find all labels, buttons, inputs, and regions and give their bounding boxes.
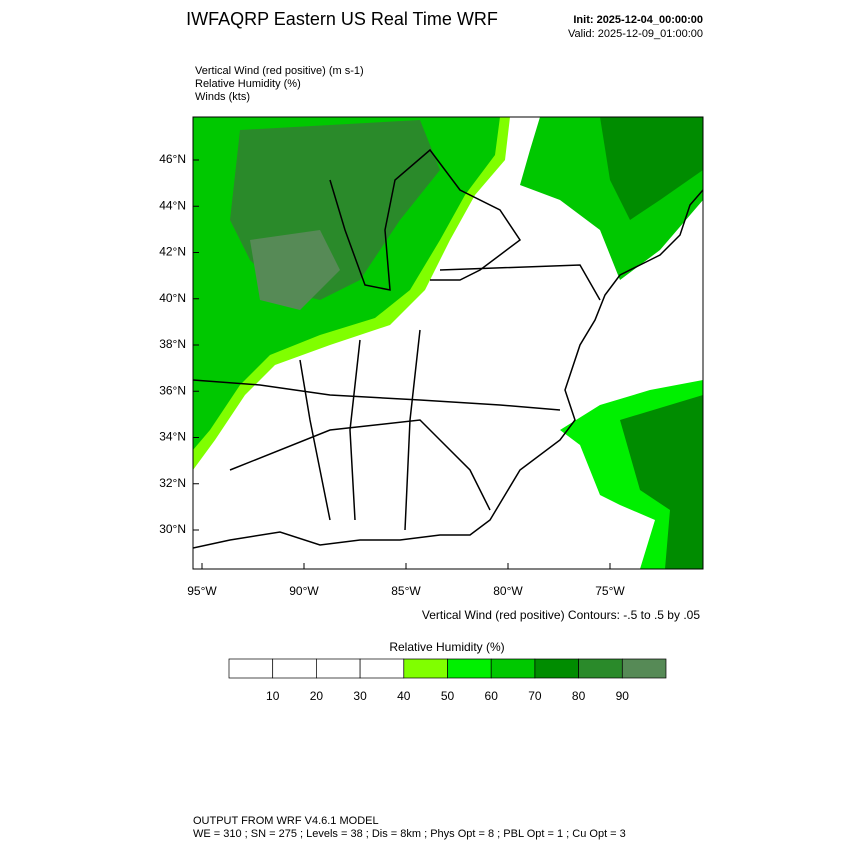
colorbar-box xyxy=(272,658,317,679)
colorbar-label: 40 xyxy=(397,689,411,703)
colorbar-box xyxy=(447,658,492,679)
colorbar-label: 50 xyxy=(441,689,455,703)
colorbar-box xyxy=(534,658,579,679)
contour-note: Vertical Wind (red positive) Contours: -… xyxy=(422,608,700,622)
footer-line: OUTPUT FROM WRF V4.6.1 MODEL xyxy=(193,815,379,827)
footer-line: WE = 310 ; SN = 275 ; Levels = 38 ; Dis … xyxy=(193,828,626,840)
valid-time: Valid: 2025-12-09_01:00:00 xyxy=(568,28,703,40)
lat-label: 32°N xyxy=(159,476,186,490)
colorbar-box xyxy=(403,658,448,679)
colorbar-box xyxy=(490,658,536,679)
map-frame xyxy=(192,116,704,570)
init-time: Init: 2025-12-04_00:00:00 xyxy=(573,14,703,26)
rh-region xyxy=(620,395,703,569)
lat-label: 42°N xyxy=(159,245,186,259)
rh-region xyxy=(600,117,703,220)
colorbar-box xyxy=(228,658,274,679)
rh-region xyxy=(250,230,340,310)
colorbar-label: 80 xyxy=(572,689,586,703)
lon-label: 95°W xyxy=(187,584,217,598)
lat-label: 38°N xyxy=(159,337,186,351)
colorbar-label: 60 xyxy=(485,689,499,703)
colorbar-label: 20 xyxy=(310,689,324,703)
colorbar-label: 30 xyxy=(353,689,367,703)
lat-label: 34°N xyxy=(159,430,186,444)
field-label: Relative Humidity (%) xyxy=(195,78,301,90)
lon-label: 90°W xyxy=(289,584,319,598)
lon-label: 80°W xyxy=(493,584,523,598)
coastline xyxy=(193,148,703,549)
lon-label: 85°W xyxy=(391,584,421,598)
colorbar-box xyxy=(578,658,623,679)
field-label: Vertical Wind (red positive) (m s-1) xyxy=(195,65,364,77)
colorbar-title: Relative Humidity (%) xyxy=(389,640,504,654)
colorbar-box xyxy=(359,658,405,679)
colorbar: 10 20 30 40 50 60 70 80 90 xyxy=(228,658,667,703)
lat-label: 40°N xyxy=(159,291,186,305)
lat-label: 36°N xyxy=(159,383,186,397)
colorbar-label: 90 xyxy=(616,689,630,703)
lat-label: 46°N xyxy=(159,152,186,166)
colorbar-box xyxy=(621,658,667,679)
lat-label: 44°N xyxy=(159,198,186,212)
map: 46°N 44°N 42°N 40°N 38°N 36°N 34°N 32°N 30°N 95°W… xyxy=(159,116,704,598)
lon-label: 75°W xyxy=(595,584,625,598)
lat-label: 30°N xyxy=(159,522,186,536)
title: IWFAQRP Eastern US Real Time WRF xyxy=(186,9,498,29)
colorbar-label: 70 xyxy=(528,689,542,703)
colorbar-box xyxy=(316,658,361,679)
field-label: Winds (kts) xyxy=(195,91,250,103)
colorbar-label: 10 xyxy=(266,689,280,703)
